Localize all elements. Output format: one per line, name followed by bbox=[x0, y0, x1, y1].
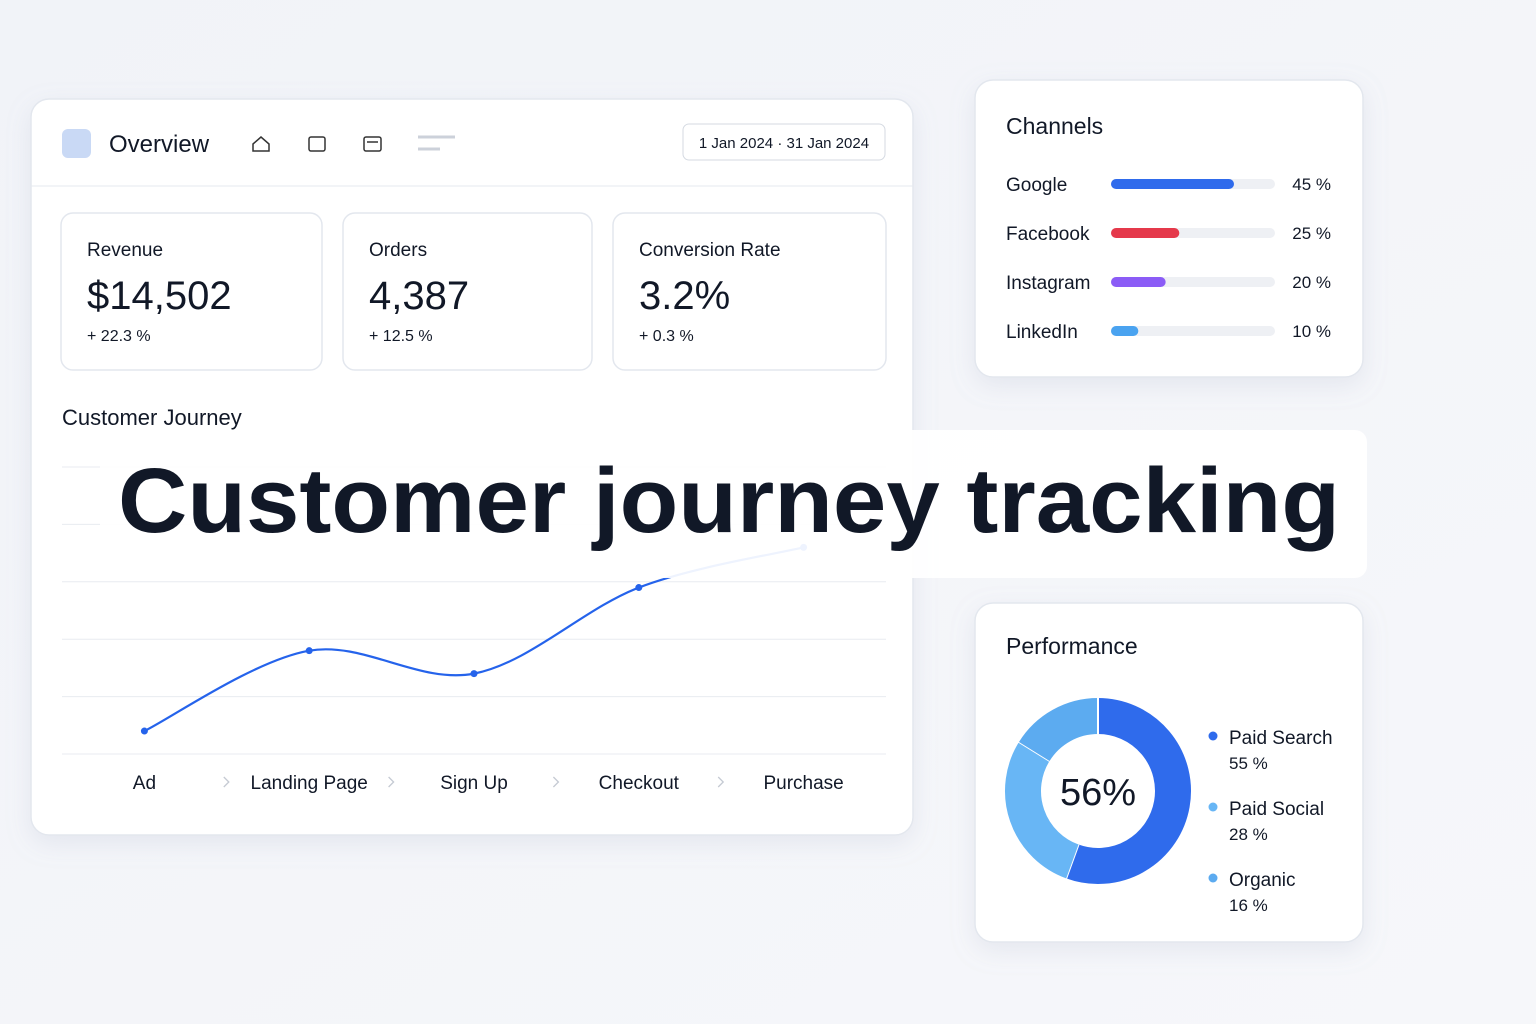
headline: Customer journey tracking bbox=[118, 450, 1340, 552]
legend-dot bbox=[1208, 731, 1218, 741]
legend-dot bbox=[1208, 873, 1218, 883]
donut-segment bbox=[1005, 741, 1080, 879]
channel-name: Facebook bbox=[1006, 224, 1090, 245]
chevron bbox=[717, 776, 725, 788]
legend-dot bbox=[1208, 802, 1218, 812]
kpi-value: 4,387 bbox=[369, 274, 469, 318]
point bbox=[635, 584, 643, 592]
card-title: Performance bbox=[1006, 633, 1138, 659]
kpi-change: + 22.3 % bbox=[87, 328, 151, 345]
bar bbox=[1111, 228, 1180, 238]
point bbox=[140, 727, 148, 735]
kpi-label: Revenue bbox=[87, 240, 163, 261]
legend-value: 16 % bbox=[1229, 896, 1268, 915]
chevron bbox=[388, 776, 395, 788]
x-tick-label: Checkout bbox=[599, 773, 680, 794]
point bbox=[305, 647, 313, 655]
legend-label: Paid Search bbox=[1229, 728, 1333, 749]
bar bbox=[1111, 326, 1139, 336]
legend-value: 55 % bbox=[1229, 754, 1268, 773]
bar-track bbox=[1111, 326, 1275, 336]
channel-name: Instagram bbox=[1006, 273, 1090, 294]
value-label: 25 % bbox=[1292, 224, 1331, 243]
x-tick-label: Purchase bbox=[763, 773, 843, 794]
date-range: 1 Jan 2024 · 31 Jan 2024 bbox=[699, 135, 869, 152]
kpi-card bbox=[612, 212, 887, 371]
kpi-value: $14,502 bbox=[87, 274, 232, 318]
kpi-card bbox=[342, 212, 593, 371]
channel-name: Google bbox=[1006, 175, 1067, 196]
card-title: Channels bbox=[1006, 113, 1103, 139]
x-tick-label: Landing Page bbox=[251, 773, 368, 794]
kpi-value: 3.2% bbox=[639, 274, 730, 318]
kpi-change: + 12.5 % bbox=[369, 328, 433, 345]
chart-title: Customer Journey bbox=[62, 405, 242, 430]
chevron bbox=[223, 776, 230, 788]
donut-segment bbox=[1066, 698, 1191, 884]
value-label: 45 % bbox=[1292, 175, 1331, 194]
bar bbox=[1111, 277, 1166, 287]
point bbox=[470, 670, 478, 678]
x-tick-label: Ad bbox=[133, 773, 156, 794]
x-tick-label: Sign Up bbox=[440, 773, 508, 794]
chevron bbox=[552, 776, 560, 788]
value-label: 10 % bbox=[1292, 322, 1331, 341]
bar bbox=[1111, 179, 1234, 189]
donut-segment bbox=[1018, 698, 1099, 762]
center-label: 56% bbox=[1060, 772, 1136, 814]
legend-label: Paid Social bbox=[1229, 799, 1324, 820]
kpi-label: Conversion Rate bbox=[639, 240, 781, 261]
kpi-card bbox=[60, 212, 323, 371]
overview-title: Overview bbox=[109, 131, 210, 158]
channel-name: LinkedIn bbox=[1006, 322, 1078, 343]
nav-icons[interactable] bbox=[252, 135, 455, 152]
logo bbox=[62, 129, 91, 158]
legend-label: Organic bbox=[1229, 870, 1296, 891]
value-label: 20 % bbox=[1292, 273, 1331, 292]
headline-band bbox=[100, 430, 1367, 578]
date-picker[interactable] bbox=[682, 123, 886, 161]
legend-value: 28 % bbox=[1229, 825, 1268, 844]
kpi-change: + 0.3 % bbox=[639, 328, 694, 345]
kpi-label: Orders bbox=[369, 240, 427, 261]
